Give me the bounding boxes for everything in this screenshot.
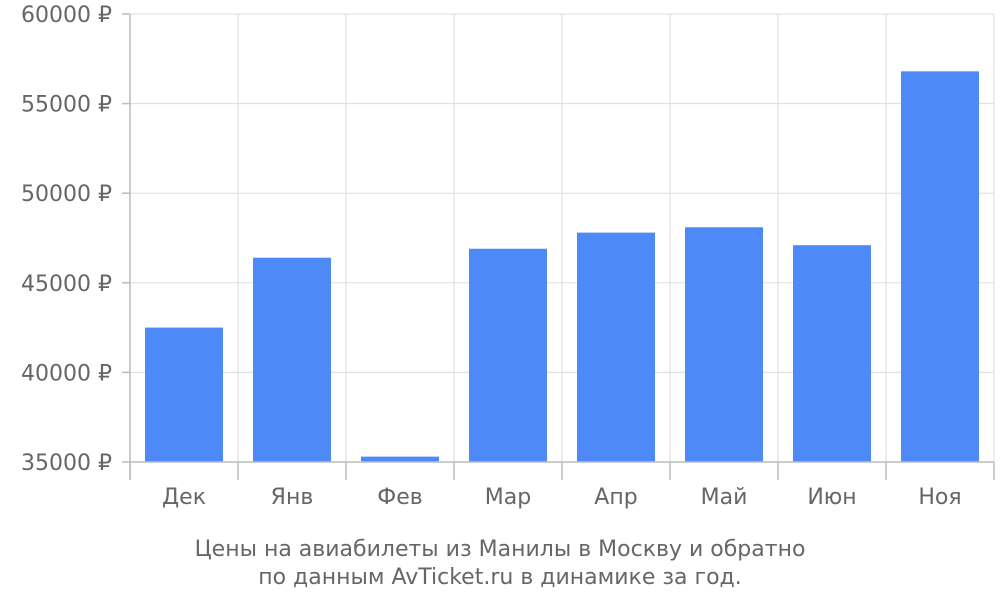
y-tick-label: 55000 ₽ [21,93,112,118]
bar-1 [145,327,223,462]
x-tick-label: Янв [271,485,314,510]
x-tick-label: Май [701,485,748,510]
x-tick-labels: Дек Янв Фев Мар Апр Май Июн Ноя [162,485,962,510]
bar-3 [361,456,439,462]
y-tick-labels: 35000 ₽ 40000 ₽ 45000 ₽ 50000 ₽ 55000 ₽ 60000… [21,3,112,476]
x-tick-label: Дек [162,485,206,510]
y-tick-label: 40000 ₽ [21,361,112,386]
x-tick-label: Мар [485,485,531,510]
bar-7 [793,245,871,462]
bar-8 [901,71,979,463]
x-tick-label: Фев [377,485,422,510]
bar-6 [685,227,763,462]
axis-layer [122,13,995,480]
caption-line-2: по данным AvTicket.ru в динамике за год. [258,565,742,590]
x-tick-label: Июн [807,485,856,510]
y-tick-label: 50000 ₽ [21,182,112,207]
x-tick-label: Апр [594,485,637,510]
y-tick-label: 45000 ₽ [21,272,112,297]
caption-line-1: Цены на авиабилеты из Манилы в Москву и … [195,537,806,562]
bar-4 [469,248,547,462]
bar-2 [253,257,331,462]
y-tick-label: 35000 ₽ [21,451,112,476]
y-tick-label: 60000 ₽ [21,3,112,28]
bar-5 [577,232,655,462]
bars-layer [145,71,979,463]
x-tick-label: Ноя [918,485,961,510]
